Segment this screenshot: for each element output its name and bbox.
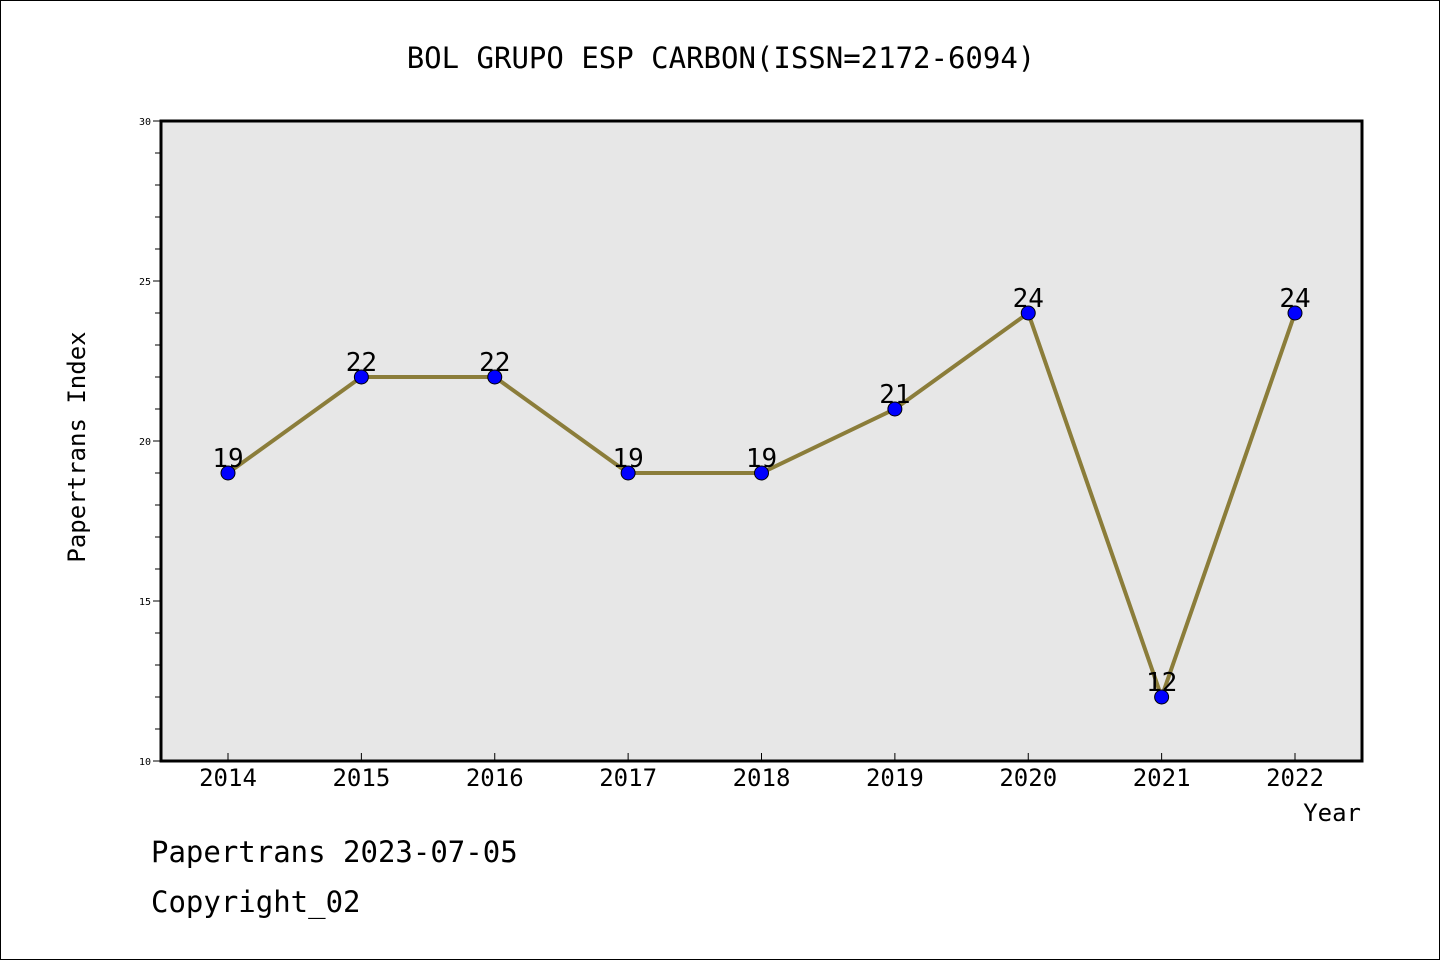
- data-point: [1287, 305, 1303, 321]
- data-point: [353, 369, 369, 385]
- x-tick-label: 2018: [733, 764, 791, 792]
- x-tick-label: 2019: [866, 764, 924, 792]
- x-tick-label: 2014: [199, 764, 257, 792]
- data-label: 22: [346, 348, 377, 378]
- y-tick-label: 10: [139, 757, 151, 768]
- x-tick-label: 2017: [599, 764, 657, 792]
- series-layer: 19 22 22 19 19 21 24 12 24: [212, 284, 1311, 705]
- x-axis-label: Year: [1303, 799, 1361, 827]
- x-tick-label: 2016: [466, 764, 524, 792]
- chart-title: BOL GRUPO ESP CARBON(ISSN=2172-6094): [407, 41, 1036, 75]
- data-point: [754, 465, 769, 481]
- x-tick-label: 2020: [999, 764, 1057, 792]
- data-label: 21: [879, 380, 910, 410]
- x-tick-label: 2015: [332, 764, 390, 792]
- data-point: [1154, 689, 1170, 705]
- footer-date: Papertrans 2023-07-05: [151, 835, 518, 869]
- data-point: [887, 401, 903, 417]
- data-label: 22: [479, 348, 510, 378]
- data-label: 24: [1013, 284, 1044, 314]
- y-tick-label: 15: [139, 597, 151, 608]
- data-label: 19: [612, 444, 643, 474]
- data-point: [1020, 305, 1036, 321]
- x-tick-label: 2022: [1266, 764, 1324, 792]
- data-label: 12: [1146, 668, 1177, 698]
- y-tick-label: 30: [139, 117, 151, 128]
- x-axis-ticks: 2014 2015 2016 2017 2018 2019 2020 2021 2022: [199, 753, 1324, 792]
- data-point: [220, 465, 236, 481]
- data-point: [487, 369, 503, 385]
- y-axis-ticks: 10 15 20 25 30: [139, 117, 161, 768]
- y-axis-label: Papertrans Index: [63, 331, 91, 562]
- data-label: 24: [1279, 284, 1310, 314]
- plot-area: [159, 119, 1364, 763]
- footer-copyright: Copyright_02: [151, 885, 361, 919]
- data-label: 19: [212, 444, 243, 474]
- data-label: 19: [746, 444, 777, 474]
- y-tick-label: 25: [139, 277, 151, 288]
- y-tick-label: 20: [139, 437, 151, 448]
- data-point: [620, 465, 636, 481]
- x-tick-label: 2021: [1133, 764, 1191, 792]
